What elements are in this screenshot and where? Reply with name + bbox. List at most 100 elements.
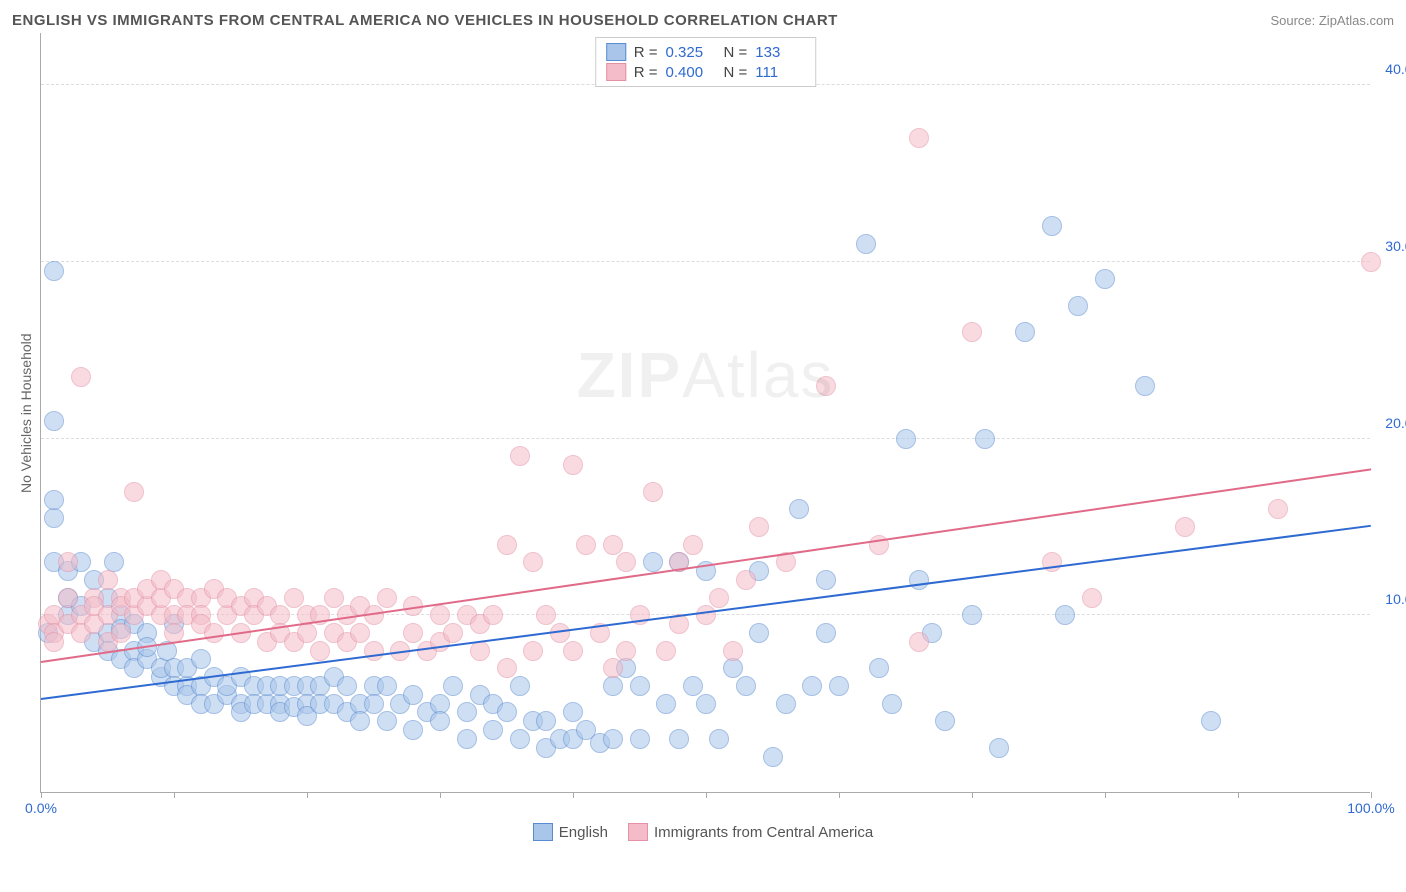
- scatter-marker: [497, 702, 517, 722]
- scatter-marker: [403, 685, 423, 705]
- scatter-marker: [377, 676, 397, 696]
- scatter-marker: [377, 588, 397, 608]
- scatter-marker: [204, 623, 224, 643]
- scatter-marker: [909, 632, 929, 652]
- scatter-marker: [284, 588, 304, 608]
- scatter-marker: [563, 641, 583, 661]
- y-tick-label: 10.0%: [1385, 591, 1406, 607]
- x-tick-label: 0.0%: [25, 800, 57, 816]
- scatter-marker: [962, 605, 982, 625]
- watermark: ZIPAtlas: [577, 338, 835, 412]
- legend-item: Immigrants from Central America: [628, 823, 873, 841]
- chart-header: ENGLISH VS IMMIGRANTS FROM CENTRAL AMERI…: [12, 12, 1394, 29]
- scatter-marker: [536, 605, 556, 625]
- watermark-bold: ZIP: [577, 339, 683, 411]
- scatter-marker: [111, 623, 131, 643]
- x-tick: [440, 792, 441, 798]
- scatter-marker: [523, 552, 543, 572]
- scatter-marker: [576, 535, 596, 555]
- scatter-marker: [896, 429, 916, 449]
- scatter-marker: [603, 676, 623, 696]
- scatter-marker: [709, 588, 729, 608]
- scatter-marker: [350, 711, 370, 731]
- gridline: [41, 438, 1370, 439]
- chart-title: ENGLISH VS IMMIGRANTS FROM CENTRAL AMERI…: [12, 12, 838, 29]
- scatter-marker: [909, 570, 929, 590]
- scatter-marker: [1068, 296, 1088, 316]
- scatter-marker: [736, 570, 756, 590]
- scatter-marker: [523, 641, 543, 661]
- y-tick-label: 40.0%: [1385, 61, 1406, 77]
- scatter-marker: [909, 128, 929, 148]
- x-tick-label: 100.0%: [1347, 800, 1394, 816]
- scatter-marker: [1361, 252, 1381, 272]
- legend-label: Immigrants from Central America: [654, 824, 873, 841]
- stats-row: R =0.325N =133: [606, 42, 806, 62]
- legend-swatch: [606, 63, 626, 81]
- scatter-marker: [683, 535, 703, 555]
- scatter-marker: [483, 720, 503, 740]
- scatter-marker: [1175, 517, 1195, 537]
- gridline: [41, 261, 1370, 262]
- scatter-marker: [297, 623, 317, 643]
- scatter-marker: [443, 676, 463, 696]
- scatter-marker: [58, 552, 78, 572]
- scatter-marker: [749, 623, 769, 643]
- scatter-marker: [683, 676, 703, 696]
- scatter-marker: [829, 676, 849, 696]
- n-label: N =: [724, 44, 748, 61]
- scatter-marker: [1015, 322, 1035, 342]
- scatter-marker: [935, 711, 955, 731]
- n-value: 133: [755, 44, 805, 61]
- scatter-marker: [709, 729, 729, 749]
- scatter-marker: [723, 658, 743, 678]
- stats-row: R =0.400N =111: [606, 62, 806, 82]
- scatter-marker: [497, 658, 517, 678]
- x-tick: [706, 792, 707, 798]
- scatter-marker: [44, 261, 64, 281]
- scatter-marker: [696, 605, 716, 625]
- scatter-marker: [430, 711, 450, 731]
- legend-label: English: [559, 824, 608, 841]
- scatter-marker: [71, 367, 91, 387]
- scatter-marker: [124, 482, 144, 502]
- x-tick: [573, 792, 574, 798]
- scatter-marker: [443, 623, 463, 643]
- scatter-marker: [656, 694, 676, 714]
- legend-swatch: [533, 823, 553, 841]
- scatter-marker: [310, 641, 330, 661]
- r-label: R =: [634, 44, 658, 61]
- scatter-marker: [364, 694, 384, 714]
- r-value: 0.400: [666, 64, 716, 81]
- scatter-marker: [816, 570, 836, 590]
- scatter-marker: [510, 676, 530, 696]
- scatter-marker: [483, 605, 503, 625]
- scatter-marker: [616, 641, 636, 661]
- y-tick-label: 30.0%: [1385, 238, 1406, 254]
- y-tick-label: 20.0%: [1385, 415, 1406, 431]
- scatter-marker: [44, 508, 64, 528]
- legend-swatch: [628, 823, 648, 841]
- watermark-light: Atlas: [682, 339, 834, 411]
- scatter-marker: [377, 711, 397, 731]
- scatter-marker: [457, 729, 477, 749]
- scatter-marker: [975, 429, 995, 449]
- n-label: N =: [724, 64, 748, 81]
- scatter-marker: [44, 411, 64, 431]
- scatter-marker: [723, 641, 743, 661]
- scatter-marker: [1268, 499, 1288, 519]
- scatter-marker: [816, 623, 836, 643]
- scatter-marker: [749, 517, 769, 537]
- scatter-marker: [789, 499, 809, 519]
- scatter-marker: [430, 605, 450, 625]
- r-label: R =: [634, 64, 658, 81]
- scatter-marker: [989, 738, 1009, 758]
- scatter-marker: [856, 234, 876, 254]
- x-tick: [839, 792, 840, 798]
- scatter-marker: [1201, 711, 1221, 731]
- chart-container: No Vehicles in Household ZIPAtlas R =0.3…: [12, 33, 1394, 793]
- scatter-marker: [616, 552, 636, 572]
- x-tick: [1371, 792, 1372, 798]
- scatter-marker: [98, 570, 118, 590]
- scatter-marker: [882, 694, 902, 714]
